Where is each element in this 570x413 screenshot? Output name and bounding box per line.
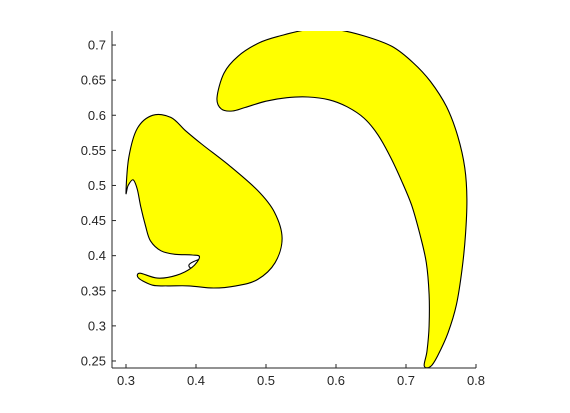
y-tick-label: 0.6 (88, 108, 106, 123)
y-tick-label: 0.4 (88, 248, 106, 263)
left-blob-region (125, 113, 283, 289)
right-spiral-boundary (216, 31, 468, 368)
x-tick-label: 0.8 (467, 373, 485, 388)
y-tick-label: 0.35 (81, 283, 106, 298)
regions-layer (125, 31, 468, 368)
left-blob-boundary (125, 113, 283, 289)
x-tick-label: 0.4 (187, 373, 205, 388)
x-ticks: 0.3 0.4 0.5 0.6 0.7 0.8 (117, 364, 485, 388)
y-ticks: 0.25 0.3 0.35 0.4 0.45 0.5 0.55 0.6 0.65 0.7 (81, 38, 116, 368)
x-tick-label: 0.3 (117, 373, 135, 388)
y-tick-label: 0.25 (81, 353, 106, 368)
y-tick-label: 0.55 (81, 143, 106, 158)
y-tick-label: 0.65 (81, 73, 106, 88)
axes-layer (111, 31, 476, 369)
y-tick-label: 0.7 (88, 38, 106, 53)
x-tick-label: 0.7 (397, 373, 415, 388)
x-tick-label: 0.5 (257, 373, 275, 388)
y-tick-label: 0.3 (88, 318, 106, 333)
y-tick-label: 0.45 (81, 213, 106, 228)
y-tick-label: 0.5 (88, 178, 106, 193)
x-tick-label: 0.6 (327, 373, 345, 388)
